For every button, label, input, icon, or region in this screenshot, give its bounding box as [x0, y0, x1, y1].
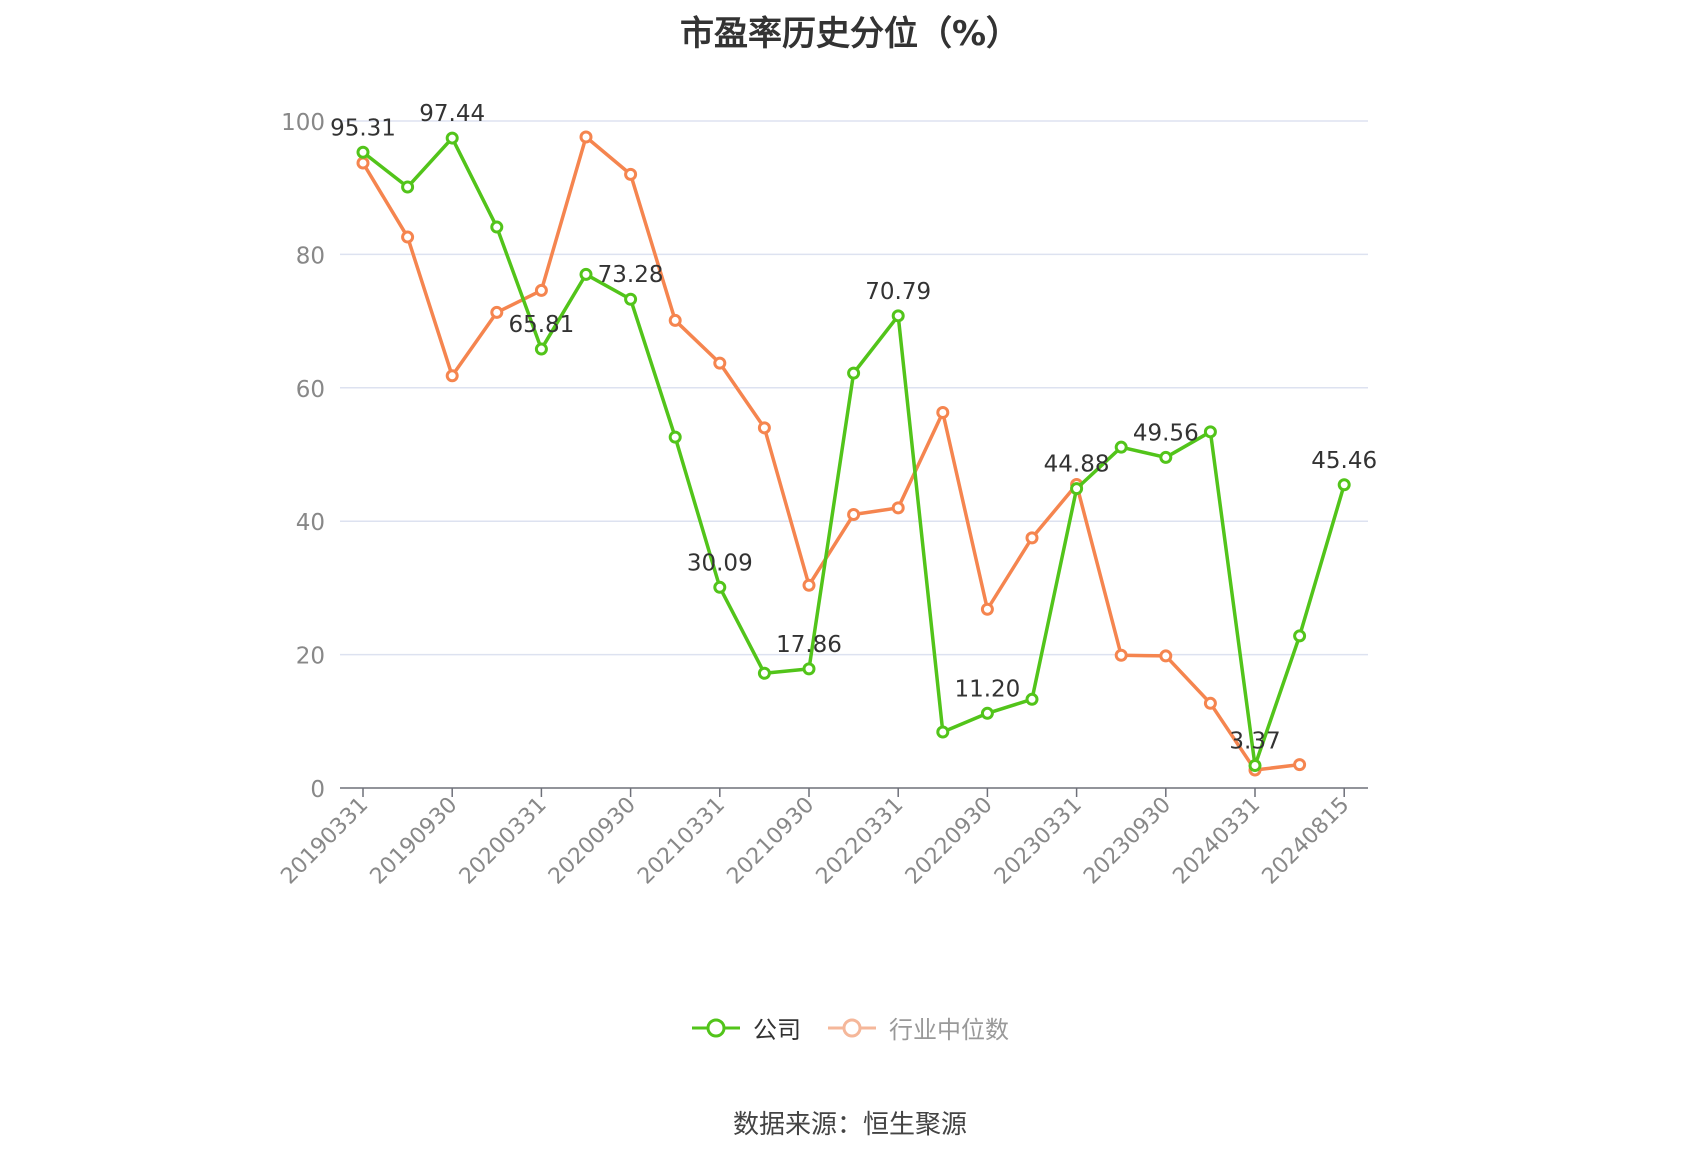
- series-layer: [356, 130, 1351, 777]
- industry-data-point: [579, 130, 593, 144]
- grid-layer: [340, 120, 1368, 656]
- company-data-point: [579, 267, 593, 281]
- legend-item-industry[interactable]: 行业中位数: [827, 1010, 1009, 1045]
- company-data-label: 30.09: [687, 550, 753, 576]
- legend-label-industry: 行业中位数: [889, 1016, 1009, 1044]
- company-data-point: [401, 180, 415, 194]
- y-tick-label: 20: [296, 644, 325, 670]
- company-data-label: 49.56: [1133, 420, 1199, 446]
- industry-data-point: [1025, 531, 1039, 545]
- company-data-point: [1248, 759, 1262, 773]
- company-data-label: 70.79: [865, 279, 931, 305]
- industry-data-point: [534, 283, 548, 297]
- x-tick-label: 20210930: [722, 793, 819, 890]
- y-tick-label: 60: [296, 377, 325, 403]
- y-tick-label: 80: [296, 243, 325, 269]
- company-data-point: [1114, 440, 1128, 454]
- company-data-label: 65.81: [508, 312, 574, 338]
- company-data-point: [1070, 482, 1084, 496]
- industry-data-point: [891, 501, 905, 515]
- industry-data-point: [624, 167, 638, 181]
- company-data-label: 3.37: [1229, 729, 1280, 755]
- industry-data-point: [445, 369, 459, 383]
- x-tick-label: 20190331: [276, 793, 373, 890]
- company-data-point: [1293, 629, 1307, 643]
- industry-data-point: [713, 356, 727, 370]
- data-source: 数据来源：恒生聚源: [732, 1110, 967, 1140]
- company-data-label: 97.44: [419, 101, 485, 127]
- company-data-point: [1203, 425, 1217, 439]
- company-data-point: [802, 662, 816, 676]
- company-data-point: [1337, 478, 1351, 492]
- industry-data-point: [936, 405, 950, 419]
- industry-data-point: [401, 230, 415, 244]
- company-data-label: 45.46: [1311, 448, 1377, 474]
- company-data-point: [356, 145, 370, 159]
- x-tick-label: 20220331: [812, 793, 909, 890]
- company-data-label: 95.31: [330, 115, 396, 141]
- industry-data-point: [1114, 648, 1128, 662]
- company-data-point: [668, 430, 682, 444]
- industry-data-point: [802, 578, 816, 592]
- company-data-label: 17.86: [776, 632, 842, 658]
- legend-swatch-company: [692, 1018, 740, 1037]
- legend: 公司 行业中位数: [0, 1010, 1700, 1045]
- legend-label-company: 公司: [753, 1016, 801, 1044]
- company-data-point: [445, 131, 459, 145]
- x-tick-label: 20200930: [544, 793, 641, 890]
- industry-data-point: [490, 305, 504, 319]
- x-tick-label: 20240331: [1168, 793, 1265, 890]
- axis-layer: 0 20 40 60 80 100 2019033120190930202003312020…: [276, 110, 1368, 889]
- industry-data-point: [668, 313, 682, 327]
- company-data-point: [757, 666, 771, 680]
- company-data-point: [1025, 692, 1039, 706]
- company-data-point: [1159, 450, 1173, 464]
- company-data-label: 73.28: [598, 262, 664, 288]
- company-data-point: [624, 292, 638, 306]
- industry-series-line: [361, 135, 1300, 772]
- industry-data-point: [757, 421, 771, 435]
- x-tick-label: 20230331: [990, 793, 1087, 890]
- industry-data-point: [356, 156, 370, 170]
- industry-data-point: [980, 602, 994, 616]
- company-series-line: [361, 136, 1346, 768]
- x-tick-label: 20220930: [901, 793, 998, 890]
- x-tick-label: 20210331: [633, 793, 730, 890]
- legend-swatch-industry: [828, 1018, 876, 1037]
- legend-item-company[interactable]: 公司: [691, 1010, 801, 1045]
- label-layer: 95.31 97.44 65.81 73.28 30.09 17.86 70.79 11.20…: [330, 101, 1377, 754]
- company-data-point: [891, 309, 905, 323]
- y-tick-label: 0: [310, 777, 325, 803]
- company-data-label: 11.20: [954, 676, 1020, 702]
- chart-title: 市盈率历史分位（%）: [679, 14, 1021, 54]
- y-tick-label: 40: [296, 510, 325, 536]
- company-data-point: [490, 220, 504, 234]
- company-data-label: 44.88: [1044, 452, 1110, 478]
- x-tick-label: 20240815: [1258, 793, 1355, 890]
- industry-data-point: [1293, 758, 1307, 772]
- company-data-point: [847, 366, 861, 380]
- company-data-point: [534, 342, 548, 356]
- industry-data-point: [1159, 649, 1173, 663]
- industry-data-point: [847, 508, 861, 522]
- x-tick-label: 20190930: [366, 793, 463, 890]
- company-data-point: [980, 706, 994, 720]
- x-tick-label: 20230930: [1079, 793, 1176, 890]
- company-data-point: [713, 580, 727, 594]
- industry-data-point: [1203, 696, 1217, 710]
- y-tick-label: 100: [281, 110, 325, 136]
- company-data-point: [936, 725, 950, 739]
- x-tick-label: 20200331: [455, 793, 552, 890]
